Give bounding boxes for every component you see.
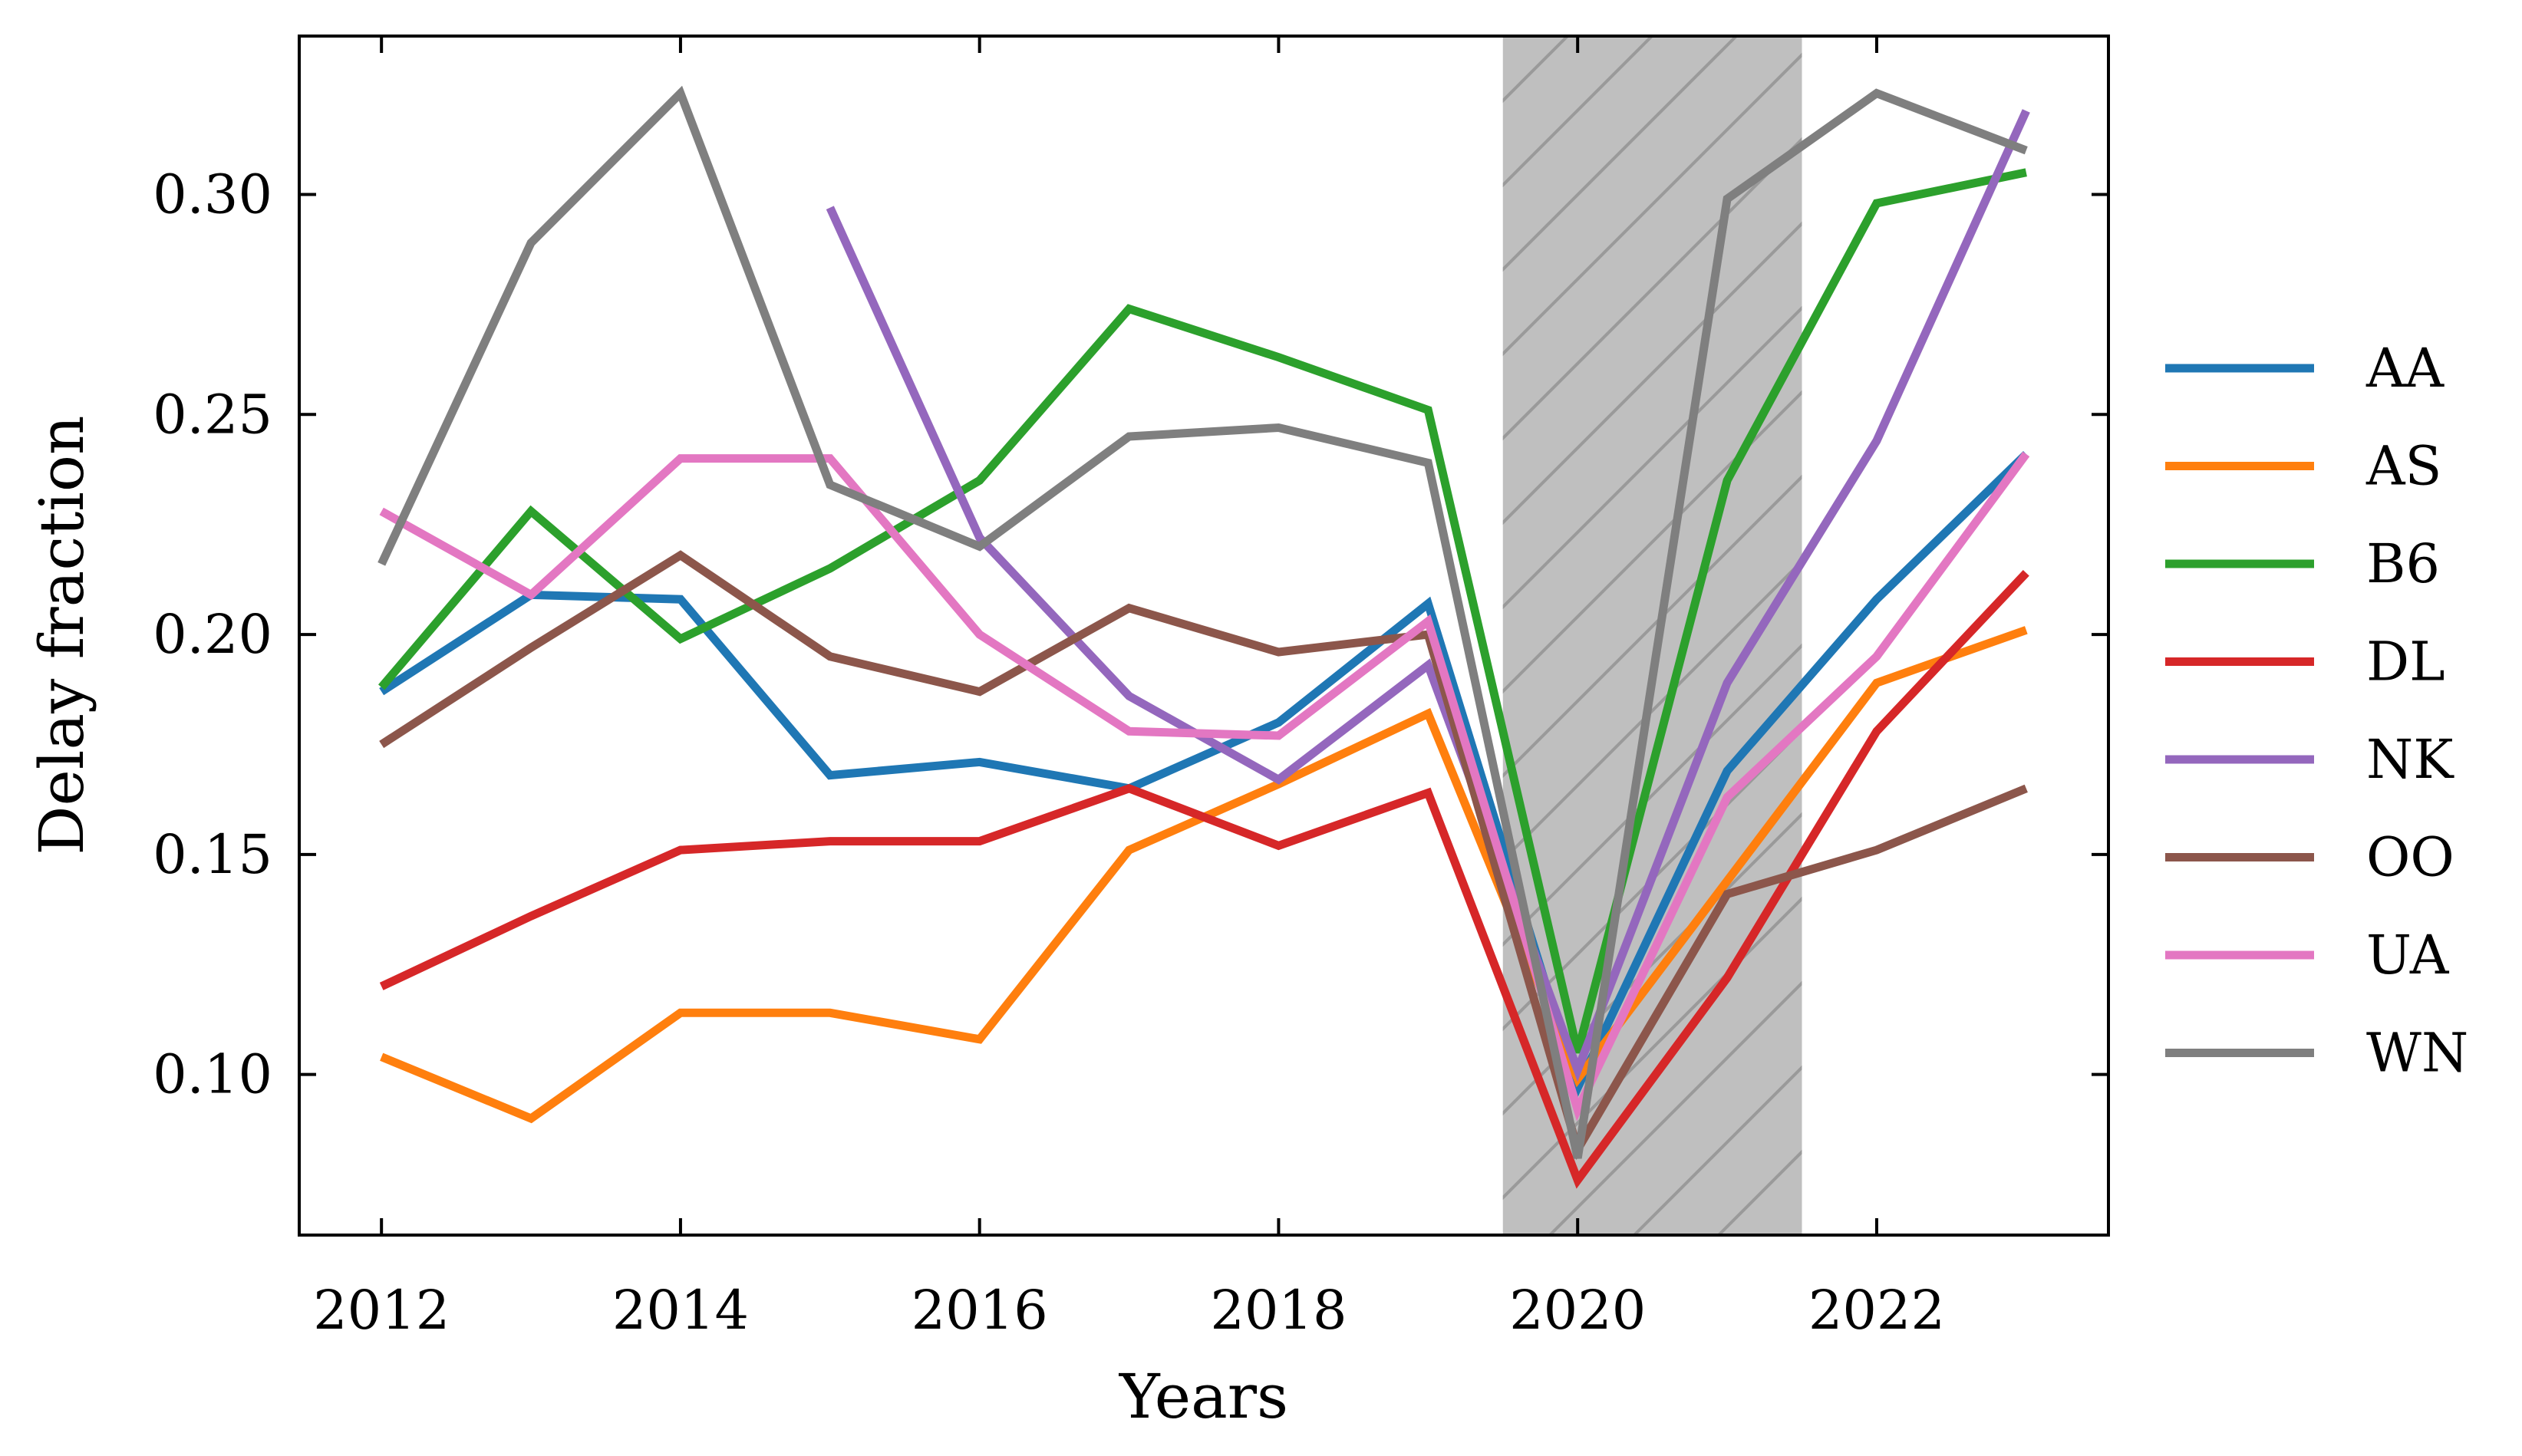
y-tick-label: 0.30 xyxy=(153,163,272,226)
legend-item-ua: UA xyxy=(2165,924,2450,987)
legend-label: NK xyxy=(2366,728,2454,791)
legend-item-dl: DL xyxy=(2165,631,2445,693)
series-line-nk xyxy=(826,109,2030,1082)
legend-item-oo: OO xyxy=(2165,826,2454,889)
legend-label: OO xyxy=(2366,826,2454,889)
y-tick-label: 0.20 xyxy=(153,603,272,666)
series-lines xyxy=(377,85,2030,1189)
y-tick-label: 0.10 xyxy=(153,1043,272,1106)
x-tick-label: 2012 xyxy=(313,1279,450,1342)
legend-label: B6 xyxy=(2366,532,2440,595)
legend-item-wn: WN xyxy=(2165,1022,2468,1085)
series-line-aa xyxy=(379,450,2029,1100)
plot-frame xyxy=(298,35,2110,1237)
legend-item-nk: NK xyxy=(2165,728,2454,791)
legend-item-b6: B6 xyxy=(2165,532,2440,595)
x-axis-label: Years xyxy=(1119,1361,1288,1432)
series-line-dl xyxy=(379,570,2029,1189)
legend-item-as: AS xyxy=(2165,435,2442,498)
x-tick-label: 2014 xyxy=(612,1279,749,1342)
y-axis-label: Delay fraction xyxy=(26,415,97,855)
legend-label: DL xyxy=(2366,631,2445,693)
y-tick-label: 0.15 xyxy=(153,823,272,886)
y-axis-ticks: 0.10 0.15 0.20 0.25 0.30 xyxy=(153,163,2108,1106)
legend-label: AS xyxy=(2365,435,2442,498)
legend-label: UA xyxy=(2366,924,2450,987)
x-tick-label: 2016 xyxy=(912,1279,1048,1342)
x-tick-label: 2022 xyxy=(1808,1279,1945,1342)
y-tick-label: 0.25 xyxy=(153,383,272,446)
x-tick-label: 2018 xyxy=(1210,1279,1347,1342)
series-line-wn xyxy=(377,85,2028,1159)
legend-label: AA xyxy=(2365,337,2445,400)
series-line-b6 xyxy=(378,168,2027,1054)
legend-label: WN xyxy=(2366,1022,2468,1085)
legend: AA AS B6 DL NK OO UA WN xyxy=(2165,337,2468,1085)
legend-item-aa: AA xyxy=(2165,337,2445,400)
series-line-oo xyxy=(379,550,2028,1161)
x-axis-ticks: 2012 2014 2016 2018 2020 2022 xyxy=(313,36,1945,1342)
x-tick-label: 2020 xyxy=(1509,1279,1646,1342)
series-line-ua xyxy=(379,451,2030,1122)
